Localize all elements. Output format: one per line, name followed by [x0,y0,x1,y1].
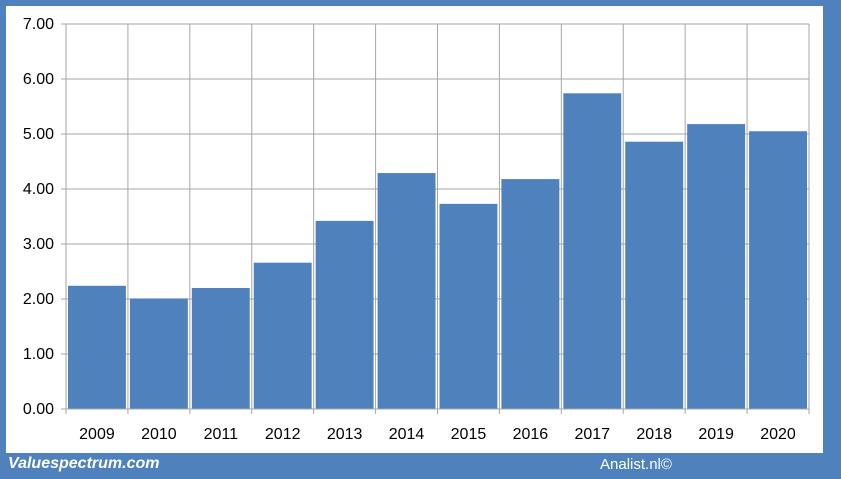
bar-2014 [377,173,436,409]
y-tick-label: 1.00 [23,346,54,363]
footer-source-left: Valuespectrum.com [8,455,160,472]
x-tick-label: 2010 [141,426,177,443]
x-tick-label: 2013 [327,426,363,443]
x-tick-label: 2015 [451,426,487,443]
y-tick-label: 4.00 [23,181,54,198]
chart-area: 0.00 1.00 2.00 3.00 4.00 5.00 6.00 7.00 2009 201… [6,6,823,453]
x-tick-label: 2017 [574,426,610,443]
chart-axes [61,23,810,414]
bar-2013 [315,220,374,409]
bar-2020 [749,131,807,409]
y-tick-labels: 0.00 1.00 2.00 3.00 4.00 5.00 6.00 7.00 [23,16,54,418]
x-tick-labels: 2009 2010 2011 2012 2013 2014 2015 2016 2017 2018… [79,426,796,443]
chart-grid [65,23,810,410]
x-tick-label: 2016 [513,426,549,443]
y-tick-label: 3.00 [23,236,54,253]
x-tick-label: 2019 [698,426,734,443]
footer-source-right: Analist.nl© [600,456,672,473]
chart-bars [68,93,807,410]
bar-2017 [563,93,622,410]
y-tick-label: 5.00 [23,126,54,143]
x-tick-label: 2011 [204,426,239,443]
x-tick-label: 2018 [636,426,672,443]
bar-2009 [68,285,126,409]
bar-2011 [191,288,250,409]
bar-2016 [501,179,560,409]
x-tick-label: 2009 [79,426,115,443]
y-tick-label: 6.00 [23,71,54,88]
x-tick-label: 2020 [760,426,796,443]
bar-2012 [253,262,312,409]
bar-chart: 0.00 1.00 2.00 3.00 4.00 5.00 6.00 7.00 2009 201… [23,16,810,443]
x-tick-label: 2012 [265,426,301,443]
bar-2019 [687,124,746,409]
bar-2015 [439,203,498,409]
bar-2018 [625,141,684,409]
bar-2010 [129,298,188,409]
x-tick-label: 2014 [389,426,425,443]
y-tick-label: 7.00 [23,16,54,33]
y-tick-label: 2.00 [23,291,54,308]
y-tick-label: 0.00 [23,401,54,418]
